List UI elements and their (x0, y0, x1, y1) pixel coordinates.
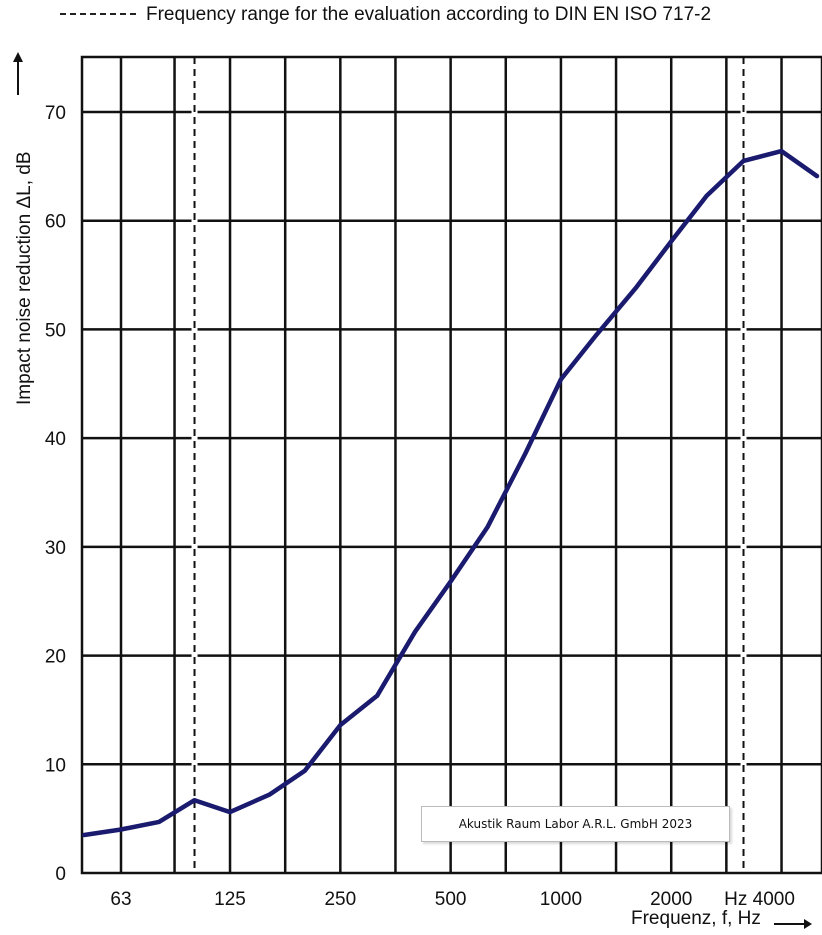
data-point (780, 149, 784, 153)
x-tick-label: 63 (110, 889, 131, 910)
watermark-stamp: Akustik Raum Labor A.R.L. GmbH 2023 (421, 806, 730, 842)
data-point (157, 820, 161, 824)
legend-text: Frequency range for the evaluation accor… (146, 4, 712, 25)
x-tick-label: 125 (214, 889, 246, 910)
y-tick-label: 70 (45, 103, 66, 124)
data-point (705, 194, 709, 198)
data-point (559, 377, 563, 381)
x-tick-label: 250 (324, 889, 356, 910)
data-point (119, 828, 123, 832)
data-point (303, 769, 307, 773)
legend-dashed-line (60, 13, 136, 15)
y-axis-title: Impact noise reduction ΔL, dB (14, 151, 35, 406)
data-point (594, 333, 598, 337)
plot-frame (80, 55, 822, 875)
y-axis-arrow-icon (13, 52, 23, 62)
data-point (742, 159, 746, 163)
x-tick-label: 500 (435, 889, 467, 910)
x-axis-arrow-icon (774, 919, 812, 929)
y-tick-label: 40 (45, 429, 66, 450)
x-axis-title-text: Frequenz, f, Hz (631, 908, 761, 929)
y-tick-label: 30 (45, 538, 66, 559)
data-point (449, 580, 453, 584)
y-tick-label: 50 (45, 320, 66, 341)
y-tick-label: 60 (45, 212, 66, 233)
x-tick-label: Hz 4000 (724, 889, 795, 910)
data-point (485, 525, 489, 529)
data-point (634, 286, 638, 290)
x-axis-title: Frequenz, f, Hz (631, 908, 761, 930)
data-point (267, 793, 271, 797)
data-point (815, 174, 819, 178)
y-tick-label: 20 (45, 647, 66, 668)
x-tick-label: 1000 (540, 889, 582, 910)
data-point (82, 833, 86, 837)
data-point (338, 723, 342, 727)
data-point (375, 694, 379, 698)
y-tick-label: 0 (55, 864, 66, 885)
data-point (523, 451, 527, 455)
data-point (193, 798, 197, 802)
data-point (669, 239, 673, 243)
data-point (413, 630, 417, 634)
y-tick-label: 10 (45, 755, 66, 776)
x-tick-label: 2000 (650, 889, 692, 910)
data-point (228, 810, 232, 814)
